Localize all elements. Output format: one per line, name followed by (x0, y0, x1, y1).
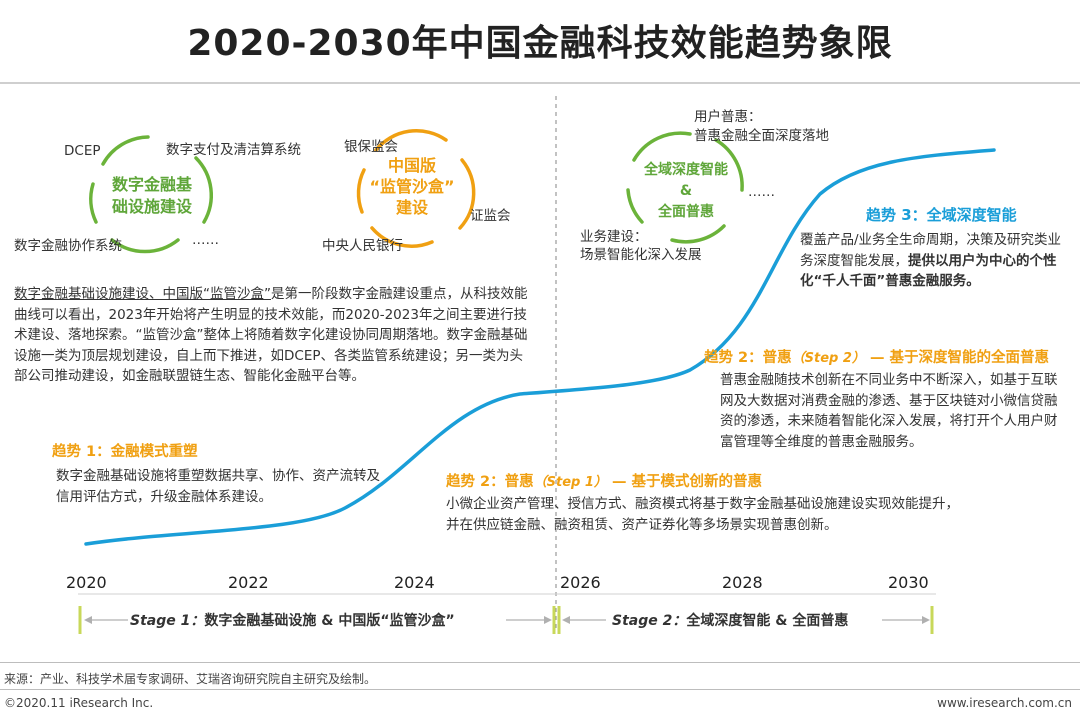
sandbox-circle-label: 中国版 “监管沙盒” 建设 (369, 156, 455, 217)
trend3-heading: 趋势 3：全域深度智能 (866, 206, 1017, 224)
label-payment-system: 数字支付及清洁算系统 (166, 142, 301, 158)
source-note: 来源：产业、科技学术届专家调研、艾瑞咨询研究院自主研究及绘制。 (4, 672, 377, 686)
page-title: 2020-2030年中国金融科技效能趋势象限 (187, 23, 893, 64)
label-business-build: 业务建设： 场景智能化深入发展 (580, 229, 702, 263)
label-more-dots-2: …… (748, 184, 775, 200)
stage1-label: Stage 1：数字金融基础设施 & 中国版“监管沙盒” (130, 613, 455, 629)
trend2-step1-heading: 趋势 2：普惠（Step 1） — 基于模式创新的普惠 (446, 474, 763, 490)
copyright: ©2020.11 iResearch Inc. (4, 696, 154, 710)
infrastructure-circle-label: 数字金融基 础设施建设 (111, 175, 192, 216)
trend1-body: 数字金融基础设施将重塑数据共享、协作、资产流转及信用评估方式，升级金融体系建设。 (56, 468, 380, 505)
title-divider (0, 82, 1080, 84)
intelligence-circle-label: 全域深度智能 & 全面普惠 (644, 162, 728, 220)
stage1-bracket (78, 606, 556, 634)
year-2020: 2020 (66, 573, 107, 592)
trend2-step2-body: 普惠金融随技术创新在不同业务中不断深入，如基于互联网及大数据对消费金融的渗透、基… (720, 372, 1058, 450)
year-2030: 2030 (888, 573, 929, 592)
label-cbirc: 银保监会 (344, 139, 398, 155)
intelligence-circle (626, 131, 744, 244)
trend1-heading: 趋势 1：金融模式重塑 (52, 444, 198, 460)
year-2022: 2022 (228, 573, 269, 592)
stage2-label: Stage 2：全域深度智能 & 全面普惠 (612, 613, 849, 629)
footer-divider-bottom (0, 689, 1080, 690)
year-2028: 2028 (722, 573, 763, 592)
stage2-bracket (557, 606, 934, 634)
label-more-dots: …… (192, 232, 219, 248)
intro-paragraph: 数字金融基础设施建设、中国版“监管沙盒”是第一阶段数字金融建设重点，从科技效能曲… (14, 284, 534, 387)
year-2024: 2024 (394, 573, 435, 592)
trend2-step1-body: 小微企业资产管理、授信方式、融资模式将基于数字金融基础设施建设实现效能提升，并在… (446, 496, 959, 533)
footer-divider-top (0, 662, 1080, 663)
label-dcep: DCEP (64, 143, 101, 159)
sandbox-circle (356, 129, 476, 248)
label-collab-system: 数字金融协作系统 (14, 238, 122, 254)
label-user-inclusion: 用户普惠： 普惠金融全面深度落地 (694, 109, 829, 144)
intro-underlined: 数字金融基础设施建设、中国版“监管沙盒” (14, 286, 271, 302)
label-pboc: 中央人民银行 (322, 238, 403, 254)
website: www.iresearch.com.cn (937, 696, 1072, 710)
intro-rest: 是第一阶段数字金融建设重点，从科技效能曲线可以看出，2023年开始将产生明显的技… (14, 286, 528, 384)
trend3-body: 覆盖产品/业务全生命周期，决策及研究类业务深度智能发展，提供以用户为中心的个性化… (800, 232, 1062, 289)
trend2-step2-heading: 趋势 2：普惠（Step 2） — 基于深度智能的全面普惠 (704, 350, 1050, 366)
label-csrc: 证监会 (470, 208, 511, 224)
efficiency-curve (84, 148, 996, 546)
year-2026: 2026 (560, 573, 601, 592)
infrastructure-circle (89, 135, 214, 254)
